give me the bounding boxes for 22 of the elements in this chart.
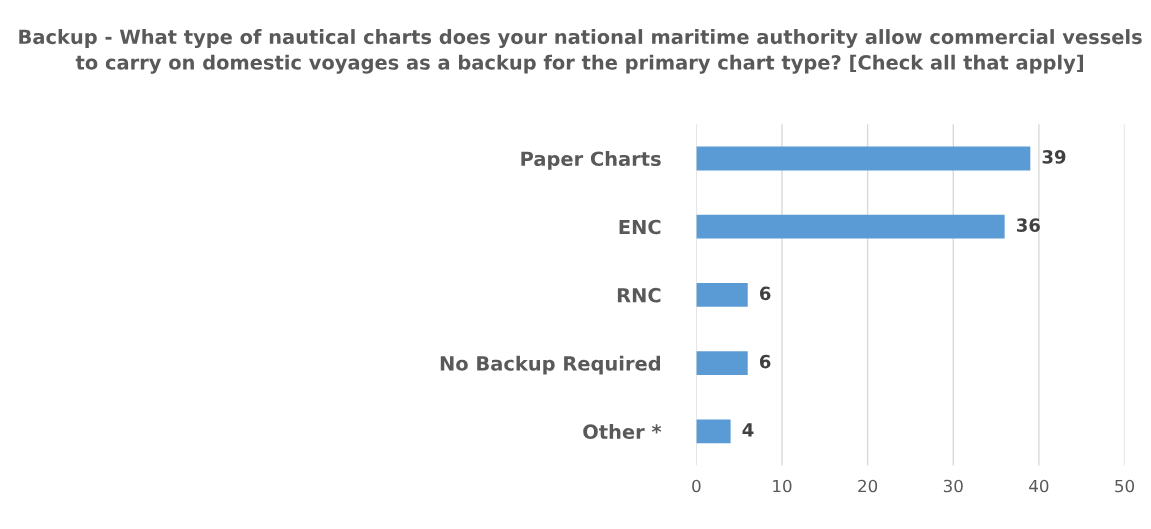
bar <box>696 146 1031 171</box>
y-tick-label: No Backup Required <box>440 355 660 375</box>
data-label: 36 <box>1016 218 1040 232</box>
bar <box>696 419 731 444</box>
data-label: 6 <box>759 286 771 301</box>
x-tick-label: 50 <box>1115 479 1135 493</box>
data-label: 39 <box>1042 150 1066 164</box>
x-tick-label: 40 <box>1029 479 1049 493</box>
data-label: 6 <box>759 354 771 369</box>
x-tick-label: 20 <box>858 479 878 493</box>
bar <box>696 214 1005 239</box>
x-tick-label: 10 <box>773 479 792 493</box>
y-tick-label: RNC <box>617 287 661 303</box>
chart-title: Backup - What type of nautical charts does your national maritime authority allow commercial vessels to carry on domestic voyages as a backup for the primary chart type? [Check all that apply] <box>19 29 1142 74</box>
y-tick-label: ENC <box>619 219 661 235</box>
x-tick-label: 30 <box>943 479 963 493</box>
y-tick-label: Paper Charts <box>521 151 661 170</box>
data-label: 4 <box>742 423 754 437</box>
bar <box>696 351 748 376</box>
y-tick-label: Other * <box>583 424 662 440</box>
x-tick-label: 0 <box>692 479 701 493</box>
bar <box>696 282 748 307</box>
